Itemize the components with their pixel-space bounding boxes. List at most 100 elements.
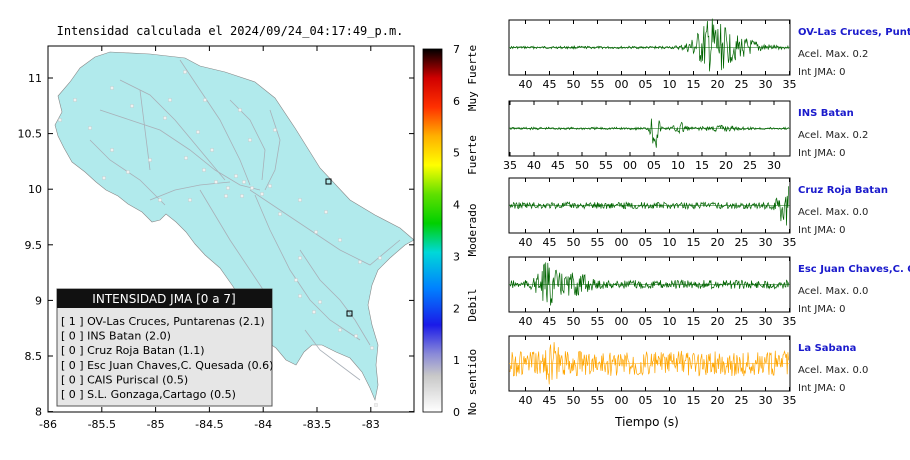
waveform-x-tick: 40 [519, 236, 533, 249]
station-square-marker [346, 310, 353, 317]
map-x-tick-label: -84 [254, 418, 272, 431]
waveform-x-tick: 40 [519, 394, 533, 407]
colorbar-label: Muy Fuerte [466, 45, 479, 111]
x-axis-label: Tiempo (s) [614, 415, 679, 429]
waveform-x-tick: 05 [639, 315, 653, 328]
waveform-x-tick: 50 [575, 159, 589, 172]
colorbar-tick: 3 [453, 250, 460, 263]
legend-item: [ 0 ] Esc Juan Chaves,C. Quesada (0.6) [61, 359, 273, 372]
waveform-x-tick: 40 [519, 315, 533, 328]
waveform-x-tick: 05 [639, 78, 653, 91]
colorbar-tick: 5 [453, 147, 460, 160]
waveform-trace [509, 186, 789, 226]
costa-rica-landmass [54, 51, 415, 402]
waveform-x-tick: 45 [543, 315, 557, 328]
waveform-x-tick: 55 [591, 315, 605, 328]
waveform-x-tick: 45 [543, 236, 557, 249]
waveform-x-tick: 40 [527, 159, 541, 172]
map-x-tick-label: -86 [39, 418, 57, 431]
legend-item: [ 0 ] S.L. Gonzaga,Cartago (0.5) [61, 388, 236, 401]
waveform-x-tick: 00 [615, 315, 629, 328]
waveform-x-tick: 25 [735, 315, 749, 328]
waveform-x-tick: 45 [543, 394, 557, 407]
waveform-x-tick: 15 [687, 236, 701, 249]
waveform-trace [509, 118, 789, 148]
acel-max-label: Acel. Max. 0.2 [798, 49, 868, 60]
colorbar-tick: 1 [453, 354, 460, 367]
acel-max-label: Acel. Max. 0.0 [798, 286, 868, 297]
map-y-tick-label: 8.5 [25, 350, 43, 363]
waveform-x-tick: 55 [591, 394, 605, 407]
acel-max-label: Acel. Max. 0.2 [798, 130, 868, 141]
waveform-panel: 40 45 50 55 00 05 10 15 20 25 30 35 Cruz Roja Batan A… [508, 177, 888, 249]
waveform-x-tick: 15 [687, 315, 701, 328]
int-jma-label: Int JMA: 0 [798, 67, 846, 78]
map-y-tick-label: 10.5 [18, 128, 43, 141]
waveform-x-tick: 30 [759, 315, 773, 328]
waveform-x-tick: 50 [567, 315, 581, 328]
waveform-panel: 40 45 50 55 00 05 10 15 20 25 30 35 Esc Juan Chaves,… [508, 256, 910, 328]
waveform-panel: 35 40 45 50 55 00 05 10 15 20 25 30 INS Batan Acel. M… [503, 100, 868, 172]
waveform-x-tick: 35 [783, 315, 797, 328]
waveform-x-tick: 05 [639, 394, 653, 407]
colorbar-tick: 2 [453, 302, 460, 315]
waveform-x-tick: 50 [567, 78, 581, 91]
map-x-tick-label: -83 [362, 418, 380, 431]
intensity-colorbar: 7 6 5 4 3 2 1 0 Muy Fuerte Fuerte Moderado Debil No… [422, 43, 479, 419]
map-y-tick-label: 10 [28, 183, 42, 196]
int-jma-label: Int JMA: 0 [798, 383, 846, 394]
int-jma-label: Int JMA: 0 [798, 304, 846, 315]
station-name: Cruz Roja Batan [798, 185, 888, 196]
acel-max-label: Acel. Max. 0.0 [798, 207, 868, 218]
waveform-x-tick: 25 [735, 236, 749, 249]
waveform-x-tick: 30 [759, 236, 773, 249]
waveform-x-tick: 20 [711, 394, 725, 407]
map-x-tick-label: -83.5 [303, 418, 331, 431]
colorbar-label: Fuerte [466, 135, 479, 175]
map-y-tick-label: 9 [35, 294, 42, 307]
waveform-x-tick: 10 [663, 394, 677, 407]
waveform-x-tick: 05 [647, 159, 661, 172]
station-name: Esc Juan Chaves,C. Qu [798, 264, 910, 275]
waveform-x-tick: 15 [687, 78, 701, 91]
waveform-x-tick: 55 [591, 78, 605, 91]
waveform-x-tick: 15 [687, 394, 701, 407]
waveform-x-tick: 25 [735, 78, 749, 91]
waveform-trace [509, 18, 789, 72]
waveform-x-tick: 05 [639, 236, 653, 249]
map-x-tick-label: -84.5 [195, 418, 223, 431]
waveform-x-tick: 10 [671, 159, 685, 172]
waveform-x-tick: 55 [591, 236, 605, 249]
waveform-x-tick: 20 [711, 236, 725, 249]
waveform-x-tick: 50 [567, 236, 581, 249]
legend-item: [ 1 ] OV-Las Cruces, Puntarenas (2.1) [61, 315, 265, 328]
waveform-x-tick: 00 [615, 394, 629, 407]
waveform-panel: 40 45 50 55 00 05 10 15 20 25 30 35 OV-Las Cruces, P… [508, 18, 910, 91]
legend-header: INTENSIDAD JMA [0 a 7] [92, 292, 235, 306]
waveform-x-tick: 30 [767, 159, 781, 172]
waveform-x-tick: 10 [663, 315, 677, 328]
waveform-x-tick: 35 [783, 394, 797, 407]
waveform-panel: 40 45 50 55 00 05 10 15 20 25 30 35 La Sabana Acel. M… [508, 335, 868, 407]
waveform-x-tick: 55 [599, 159, 613, 172]
legend-item: [ 0 ] INS Batan (2.0) [61, 330, 171, 343]
waveform-x-tick: 35 [783, 78, 797, 91]
station-name: INS Batan [798, 108, 854, 119]
acel-max-label: Acel. Max. 0.0 [798, 365, 868, 376]
colorbar-label: Debil [466, 288, 479, 321]
map-y-tick-label: 8 [35, 406, 42, 419]
station-name: OV-Las Cruces, Puntar [798, 27, 910, 38]
waveform-x-tick: 10 [663, 236, 677, 249]
waveform-x-tick: 00 [623, 159, 637, 172]
intensity-legend: INTENSIDAD JMA [0 a 7] [ 1 ] OV-Las Cruc… [56, 288, 273, 407]
waveform-x-tick: 35 [783, 236, 797, 249]
map-y-tick-label: 11 [28, 72, 42, 85]
road-network [89, 59, 401, 381]
colorbar-label: Moderado [466, 204, 479, 257]
colorbar-tick: 0 [453, 406, 460, 419]
waveform-trace [509, 262, 789, 306]
int-jma-label: Int JMA: 0 [798, 225, 846, 236]
chart-title: Intensidad calculada el 2024/09/24_04:17… [57, 24, 404, 38]
map-x-tick-label: -85 [147, 418, 165, 431]
